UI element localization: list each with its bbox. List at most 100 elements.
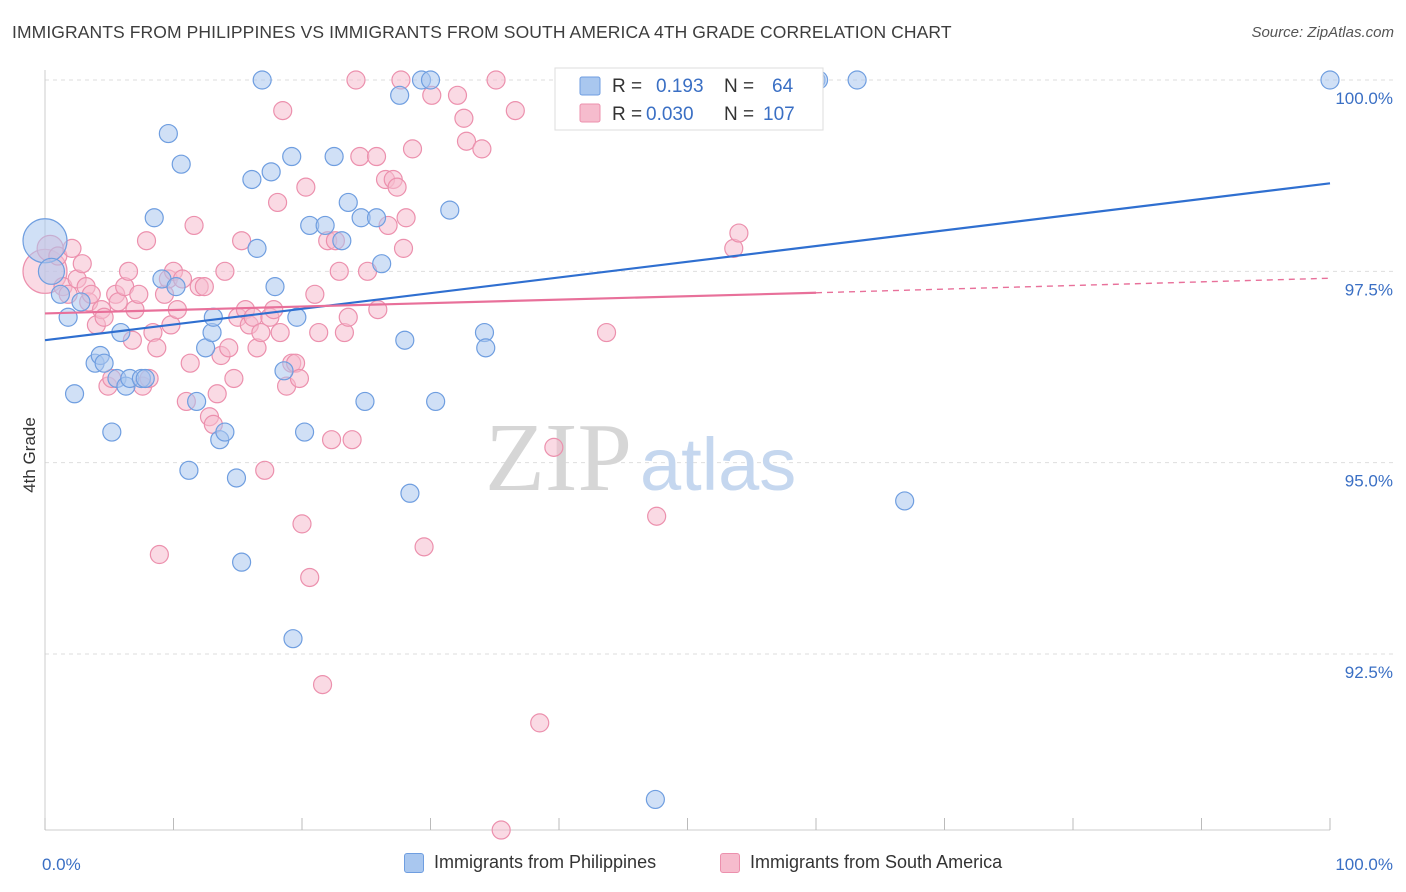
chart-source: Source: ZipAtlas.com <box>1251 24 1394 41</box>
point-philippines-48 <box>372 254 392 274</box>
point-south-america-75 <box>338 307 358 327</box>
y-tick-label-0: 92.5% <box>1345 663 1393 682</box>
point-south-america-101 <box>596 322 617 343</box>
point-south-america-68 <box>309 322 329 343</box>
point-south-america-80 <box>366 146 387 167</box>
point-south-america-73 <box>329 261 349 281</box>
point-south-america-22 <box>129 284 149 304</box>
point-south-america-99 <box>530 713 550 733</box>
point-philippines-20 <box>171 154 191 174</box>
bottom-legend-item-south-america: Immigrants from South America <box>720 852 1002 873</box>
x-tick-label-0: 0.0% <box>42 855 81 874</box>
trend-lines <box>44 182 1331 342</box>
point-south-america-28 <box>149 544 169 565</box>
legend-r-value-1: 0.193 <box>656 76 704 97</box>
axes <box>44 70 1331 831</box>
watermark: ZIP atlas <box>485 404 796 512</box>
point-south-america-24 <box>136 231 157 251</box>
legend-n-label-2: N = <box>724 104 754 125</box>
point-south-america-45 <box>219 338 239 358</box>
point-philippines-61 <box>847 70 867 90</box>
point-philippines-63 <box>1320 70 1340 90</box>
y-tick-label-1: 95.0% <box>1345 472 1393 491</box>
point-philippines-57 <box>476 338 496 358</box>
legend-n-value-2: 107 <box>763 104 795 125</box>
point-philippines-5 <box>71 292 91 312</box>
point-south-america-42 <box>207 384 227 404</box>
bottom-legend-swatch-philippines <box>404 852 424 873</box>
point-south-america-65 <box>296 177 316 197</box>
point-south-america-59 <box>273 101 293 121</box>
point-south-america-58 <box>270 322 290 343</box>
watermark-zip: ZIP <box>485 404 632 512</box>
point-south-america-67 <box>305 284 325 304</box>
point-philippines-50 <box>395 330 415 350</box>
point-philippines-15 <box>135 368 155 389</box>
point-philippines-18 <box>158 123 178 144</box>
point-south-america-77 <box>346 70 366 90</box>
bottom-legend-label-philippines: Immigrants from Philippines <box>434 852 657 872</box>
point-philippines-32 <box>252 70 272 90</box>
point-south-america-90 <box>414 537 434 557</box>
point-philippines-27 <box>215 422 235 442</box>
tick-labels: 92.5% 95.0% 97.5% 100.0% 0.0% 100.0% <box>42 89 1393 874</box>
point-south-america-63 <box>289 368 310 389</box>
point-philippines-9 <box>102 422 122 442</box>
point-philippines-3 <box>58 307 78 327</box>
series-philippines-points <box>22 70 1340 810</box>
point-south-america-27 <box>147 338 167 358</box>
point-south-america-69 <box>312 675 333 695</box>
point-philippines-43 <box>332 231 352 251</box>
legend-r-label-2: R = <box>612 104 642 125</box>
y-axis-label: 4th Grade <box>20 417 39 493</box>
trend-line-south-america <box>44 291 817 315</box>
point-philippines-54 <box>426 391 446 412</box>
bottom-legend-item-philippines: Immigrants from Philippines <box>404 852 656 873</box>
point-philippines-28 <box>226 468 247 488</box>
point-philippines-31 <box>247 238 267 258</box>
point-philippines-46 <box>355 391 375 412</box>
point-south-america-44 <box>215 261 235 281</box>
point-philippines-29 <box>232 552 252 572</box>
point-south-america-97 <box>491 820 511 840</box>
trend-line-south-america-extension <box>815 277 1331 294</box>
point-philippines-44 <box>338 192 358 213</box>
y-tick-label-2: 97.5% <box>1345 280 1393 299</box>
point-south-america-36 <box>180 353 200 373</box>
point-philippines-55 <box>440 200 460 220</box>
point-south-america-39 <box>194 277 214 297</box>
point-south-america-98 <box>505 101 525 121</box>
point-south-america-100 <box>544 437 564 457</box>
point-philippines-41 <box>315 215 335 236</box>
point-philippines-39 <box>294 422 315 442</box>
point-philippines-1 <box>37 257 66 285</box>
point-philippines-53 <box>420 70 441 90</box>
point-south-america-78 <box>350 146 370 167</box>
point-philippines-8 <box>94 353 114 373</box>
point-south-america-94 <box>456 131 477 151</box>
point-south-america-57 <box>267 192 288 213</box>
legend-n-label-1: N = <box>724 76 754 97</box>
point-philippines-34 <box>265 277 285 297</box>
point-south-america-71 <box>321 430 342 450</box>
legend-swatch-south-america <box>579 103 601 123</box>
point-philippines-62 <box>895 491 915 511</box>
point-south-america-7 <box>72 254 92 274</box>
point-philippines-21 <box>179 460 199 480</box>
point-philippines-2 <box>50 284 71 304</box>
point-south-america-19 <box>118 261 139 281</box>
point-philippines-35 <box>274 361 294 381</box>
chart-title: IMMIGRANTS FROM PHILIPPINES VS IMMIGRANT… <box>12 22 952 42</box>
point-south-america-53 <box>251 322 271 343</box>
point-philippines-58 <box>645 789 665 810</box>
point-south-america-96 <box>486 70 506 90</box>
point-philippines-47 <box>366 208 387 228</box>
point-philippines-33 <box>261 162 281 182</box>
point-south-america-89 <box>402 139 423 159</box>
point-philippines-38 <box>287 307 307 327</box>
point-south-america-64 <box>292 514 312 534</box>
point-philippines-22 <box>187 391 207 412</box>
point-philippines-42 <box>324 146 344 167</box>
bottom-legend: Immigrants from Philippines Immigrants f… <box>0 852 1406 878</box>
